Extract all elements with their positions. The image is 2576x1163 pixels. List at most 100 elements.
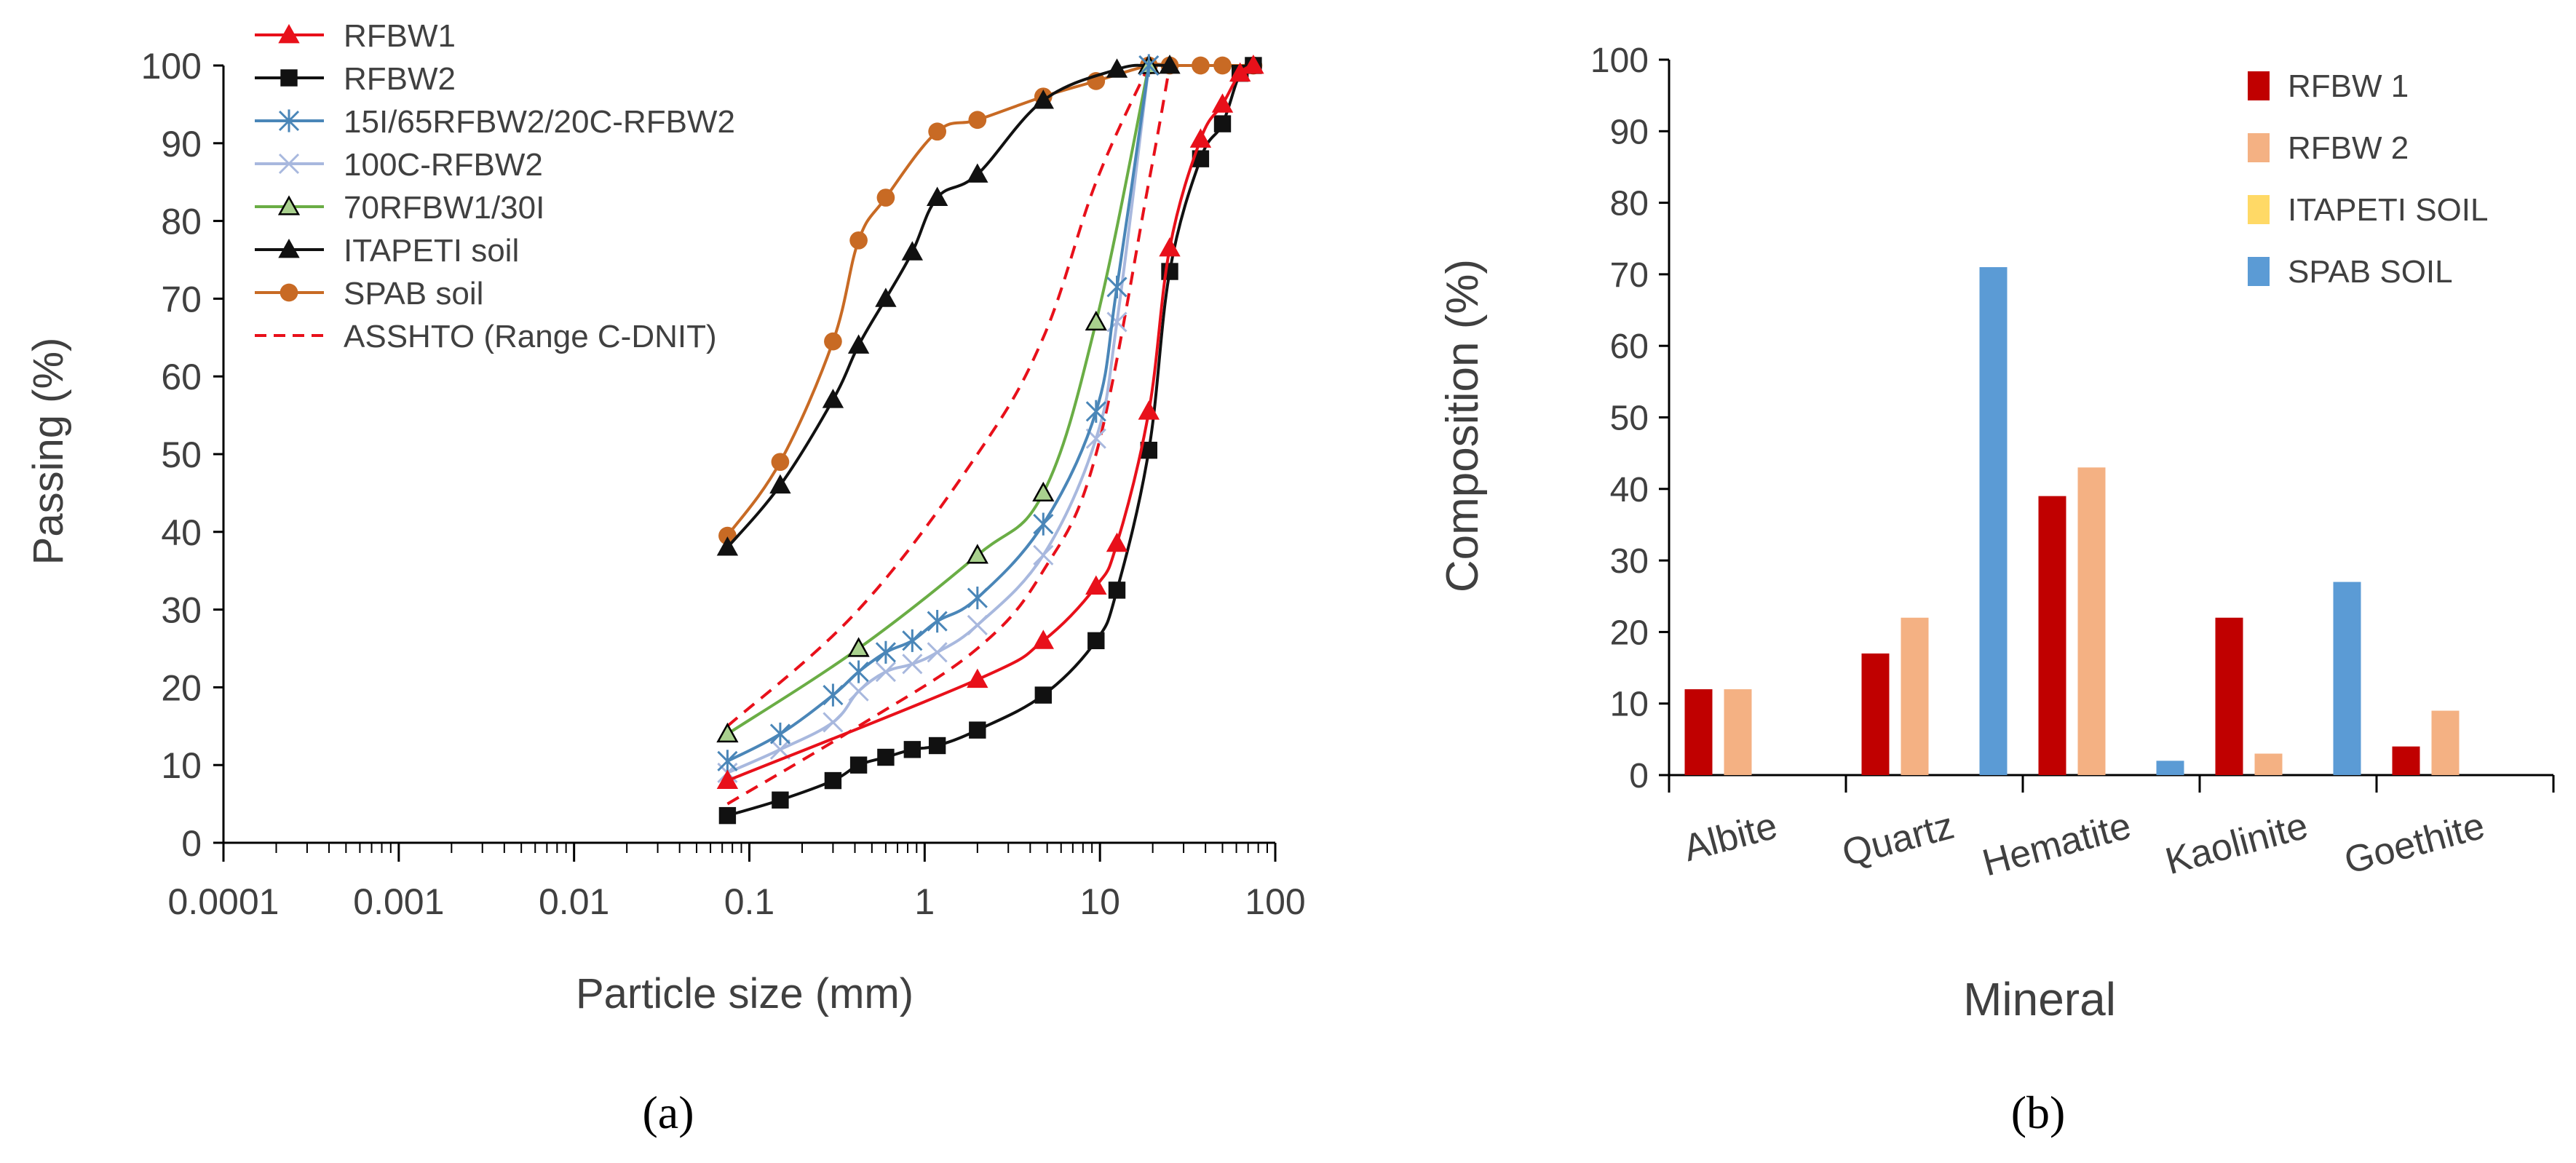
- panel-b-category-label: Hematite: [1978, 805, 2136, 885]
- data-point-marker: [718, 806, 737, 825]
- data-point-marker: [1033, 544, 1054, 565]
- panel-a-x-tick-label: 1: [914, 881, 935, 922]
- legend-label: 100C-RFBW2: [344, 147, 543, 183]
- legend-label: SPAB soil: [344, 276, 483, 311]
- data-point-marker: [823, 683, 844, 707]
- legend-swatch: [2248, 71, 2270, 100]
- bar-rfbw-2: [2077, 467, 2106, 775]
- data-point-marker: [877, 748, 895, 766]
- panel-a-series: [716, 54, 1264, 825]
- data-point-marker: [1106, 532, 1128, 552]
- data-point-marker: [926, 186, 948, 206]
- series-asshto-range-c-dnit-: [726, 65, 1171, 806]
- data-point-marker: [824, 771, 842, 790]
- panel-a-y-axis-label: Passing (%): [25, 338, 72, 565]
- series-rfbw1: [716, 54, 1264, 789]
- data-point-marker: [1034, 686, 1053, 704]
- data-point-marker: [1138, 400, 1160, 420]
- data-point-marker: [771, 453, 790, 472]
- series-line: [726, 63, 1253, 537]
- panel-b-bars: [1684, 267, 2460, 775]
- panel-b-y-tick-label: 20: [1610, 614, 1649, 652]
- data-point-marker: [849, 756, 868, 774]
- data-point-marker: [1087, 632, 1105, 650]
- series-rfbw2: [718, 57, 1262, 825]
- data-point-marker: [1213, 56, 1232, 75]
- legend-item: 100C-RFBW2: [255, 147, 543, 183]
- legend-item: RFBW 1: [2248, 68, 2409, 104]
- panel-b-y-tick-label: 50: [1610, 400, 1649, 438]
- data-point-marker: [901, 241, 924, 261]
- data-point-marker: [902, 654, 923, 675]
- panel-a-x-tick-label: 0.01: [539, 881, 609, 922]
- panel-a-caption: (a): [642, 1087, 694, 1138]
- panel-a-y-tick-label: 20: [161, 667, 202, 708]
- data-point-marker: [769, 722, 790, 746]
- data-point-marker: [1189, 128, 1212, 148]
- data-point-marker: [875, 661, 896, 683]
- panel-b-y-tick-label: 70: [1610, 256, 1649, 295]
- panel-a-x-tick-label: 0.001: [353, 881, 444, 922]
- data-point-marker: [769, 474, 791, 494]
- panel-a-x-tick-label: 0.0001: [168, 881, 280, 922]
- legend-item: RFBW2: [255, 61, 456, 97]
- panel-a-y-tick-label: 100: [141, 46, 202, 87]
- legend-item: ASSHTO (Range C-DNIT): [255, 319, 717, 354]
- data-point-marker: [1085, 400, 1106, 423]
- data-point-marker: [966, 544, 988, 564]
- data-point-marker: [927, 642, 948, 663]
- bar-rfbw-1: [2215, 617, 2243, 775]
- data-point-marker: [1159, 237, 1181, 257]
- legend-label: RFBW1: [344, 18, 456, 54]
- series-itapeti-soil: [716, 54, 1181, 556]
- data-point-marker: [927, 610, 948, 633]
- data-point-marker: [1243, 54, 1264, 74]
- panel-b-caption: (b): [2011, 1087, 2066, 1138]
- data-point-marker: [716, 769, 739, 789]
- legend-item: RFBW1: [255, 18, 456, 54]
- series-line: [726, 65, 1151, 774]
- data-point-marker: [280, 69, 298, 87]
- data-point-marker: [967, 163, 988, 183]
- panel-a-x-tick-label: 0.1: [724, 881, 775, 922]
- series-line: [726, 64, 1254, 782]
- data-point-marker: [717, 750, 738, 773]
- legend-label: 15I/65RFBW2/20C-RFBW2: [344, 104, 735, 140]
- data-point-marker: [928, 737, 946, 755]
- bar-rfbw-2: [2254, 753, 2283, 775]
- bar-spab-soil: [2156, 761, 2184, 775]
- bar-rfbw-1: [2038, 496, 2066, 775]
- data-point-marker: [1085, 575, 1107, 595]
- legend-item: SPAB soil: [255, 276, 483, 311]
- panel-b-legend: RFBW 1 RFBW 2 ITAPETI SOIL SPAB SOIL: [2248, 68, 2488, 290]
- data-point-marker: [847, 334, 870, 354]
- data-point-marker: [1106, 58, 1128, 78]
- series-line: [726, 64, 1254, 817]
- panel-a-y-tick-label: 60: [161, 357, 202, 397]
- data-point-marker: [848, 680, 869, 702]
- data-point-marker: [848, 660, 869, 683]
- bar-spab-soil: [1979, 267, 2008, 775]
- panel-a-y-tick-label: 0: [181, 823, 202, 864]
- data-point-marker: [902, 629, 923, 652]
- data-point-marker: [847, 637, 870, 657]
- legend-item: ITAPETI soil: [255, 233, 519, 269]
- data-point-marker: [968, 111, 987, 130]
- data-point-marker: [903, 741, 922, 758]
- panel-b-y-axis-label: Composition (%): [1438, 259, 1488, 592]
- series-line: [726, 65, 1151, 763]
- data-point-marker: [928, 122, 946, 141]
- data-point-marker: [1192, 56, 1210, 75]
- panel-b-category-label: Kaolinite: [2161, 805, 2313, 884]
- data-point-marker: [716, 722, 739, 743]
- panel-a-line-chart: 0 10 20 30 40 50 60 70 80 90 100 0.0001 0.001 0.01 0.1…: [25, 18, 1306, 1138]
- legend-item: 15I/65RFBW2/20C-RFBW2: [255, 104, 735, 140]
- data-point-marker: [823, 712, 844, 733]
- legend-label: SPAB SOIL: [2288, 254, 2453, 290]
- data-point-marker: [1211, 93, 1234, 113]
- legend-item: RFBW 2: [2248, 130, 2409, 166]
- bar-rfbw-1: [2392, 746, 2420, 775]
- panel-a-y-tick-label: 90: [161, 124, 202, 164]
- legend-label: RFBW 1: [2288, 68, 2409, 104]
